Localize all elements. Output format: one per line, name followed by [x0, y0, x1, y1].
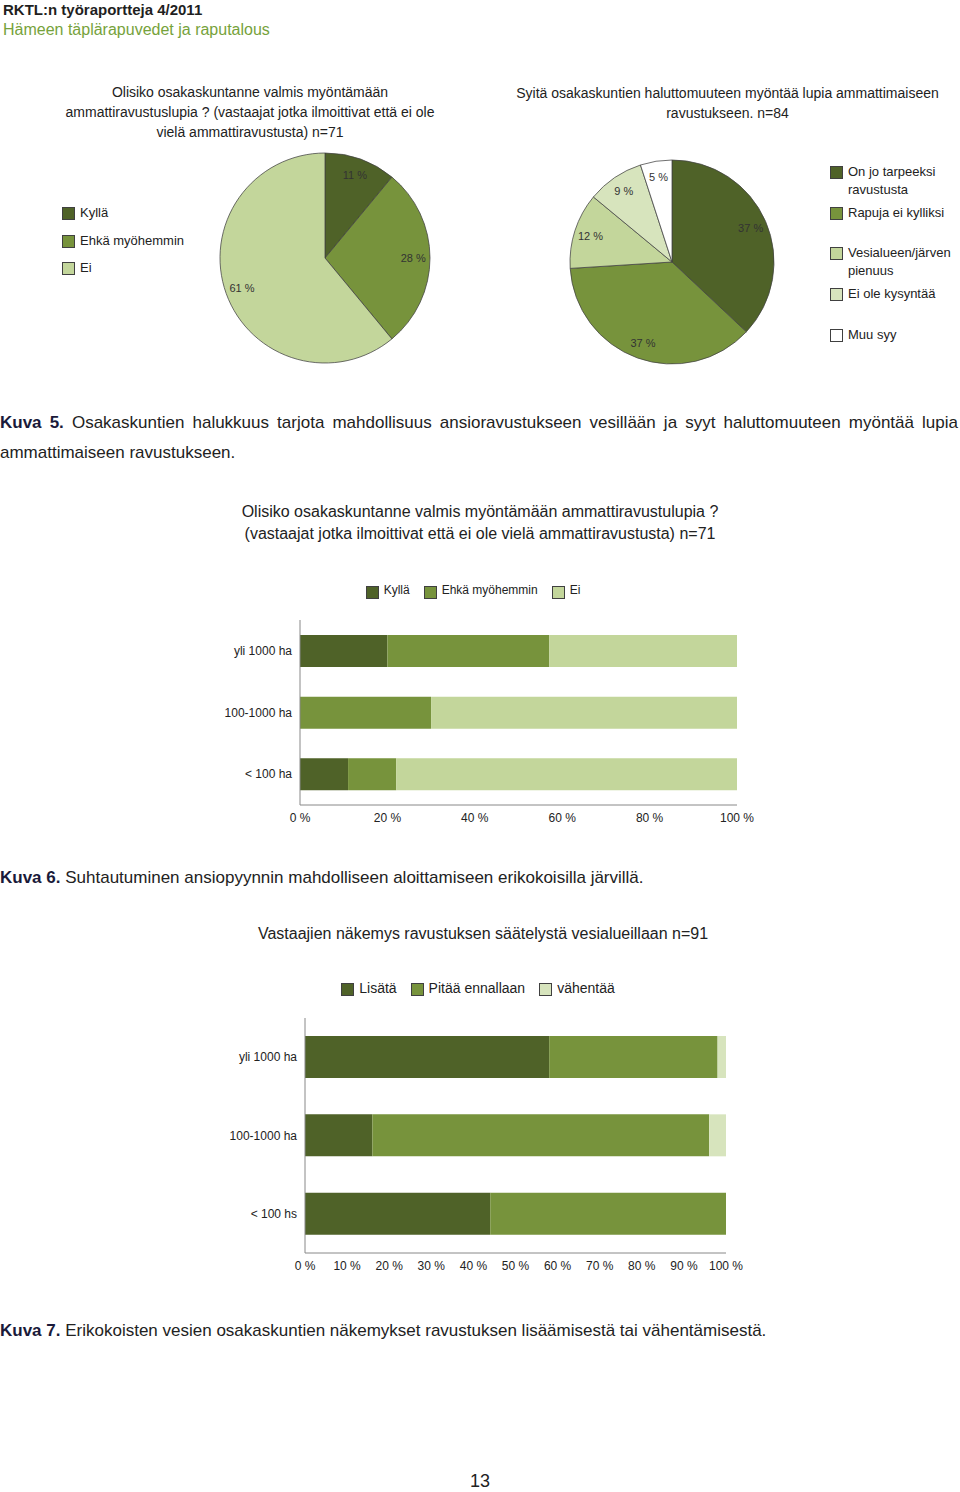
- html-text:Kyllä: Kyllä: [383, 583, 410, 597]
- svg-text:61 %: 61 %: [229, 282, 254, 294]
- svg-text:20 %: 20 %: [376, 1259, 404, 1273]
- svg-text:90 %: 90 %: [670, 1259, 698, 1273]
- html-text:Ei: Ei: [80, 260, 92, 275]
- svg-text:40 %: 40 %: [460, 1259, 488, 1273]
- html-text:Hämeen täplärapuvedet ja raput: Hämeen täplärapuvedet ja raputalous: [3, 21, 270, 38]
- svg-text:< 100 hs: < 100 hs: [251, 1207, 297, 1221]
- svg-text:70 %: 70 %: [586, 1259, 614, 1273]
- html-text:Vesialueen/järven pienuus: Vesialueen/järven pienuus: [848, 245, 951, 278]
- html-text:Osakaskuntien halukkuus tarjot: Osakaskuntien halukkuus tarjota mahdolli…: [0, 413, 958, 462]
- html-text:13: 13: [470, 1471, 490, 1491]
- svg-text:60 %: 60 %: [549, 811, 577, 825]
- svg-text:50 %: 50 %: [502, 1259, 530, 1273]
- svg-text:80 %: 80 %: [628, 1259, 656, 1273]
- svg-text:5 %: 5 %: [649, 171, 668, 183]
- html-text:Kuva 5.: Kuva 5.: [0, 413, 64, 432]
- html-text:Pitää ennallaan: Pitää ennallaan: [428, 980, 526, 996]
- html-text:On jo tarpeeksi ravustusta: On jo tarpeeksi ravustusta: [848, 164, 936, 197]
- html-text:Rapuja ei kylliksi: Rapuja ei kylliksi: [848, 205, 945, 220]
- html-text:RKTL:n työraportteja 4/2011: RKTL:n työraportteja 4/2011: [3, 1, 203, 18]
- svg-text:yli 1000 ha: yli 1000 ha: [234, 644, 292, 658]
- svg-text:0 %: 0 %: [295, 1259, 316, 1273]
- svg-text:40 %: 40 %: [461, 811, 489, 825]
- svg-text:30 %: 30 %: [418, 1259, 446, 1273]
- svg-text:20 %: 20 %: [374, 811, 402, 825]
- svg-text:60 %: 60 %: [544, 1259, 572, 1273]
- html-text:Muu syy: Muu syy: [848, 327, 897, 342]
- svg-text:< 100 ha: < 100 ha: [245, 767, 292, 781]
- svg-text:28 %: 28 %: [401, 252, 426, 264]
- html-text:Ehkä myöhemmin: Ehkä myöhemmin: [80, 233, 184, 248]
- svg-text:37 %: 37 %: [630, 337, 655, 349]
- html-text:Lisätä: Lisätä: [359, 980, 397, 996]
- html-text:Ei: Ei: [569, 583, 581, 597]
- html-text:Olisiko osakaskuntanne valmis: Olisiko osakaskuntanne valmis myöntämään…: [65, 84, 435, 140]
- html-text:Vastaajien näkemys ravustuksen: Vastaajien näkemys ravustuksen säätelyst…: [257, 925, 709, 942]
- svg-text:80 %: 80 %: [636, 811, 664, 825]
- svg-text:37 %: 37 %: [738, 222, 763, 234]
- svg-text:10 %: 10 %: [333, 1259, 361, 1273]
- svg-text:9 %: 9 %: [614, 185, 633, 197]
- html-text:Ehkä myöhemmin: Ehkä myöhemmin: [441, 583, 538, 597]
- html-text:vähentää: vähentää: [557, 980, 615, 996]
- html-text:Kuva 6. Suhtautuminen ansiopyy: Kuva 6. Suhtautuminen ansiopyynnin mahdo…: [0, 868, 644, 887]
- html-text:Kuva 7. Erikokoisten vesien os: Kuva 7. Erikokoisten vesien osakaskuntie…: [0, 1321, 767, 1340]
- svg-text:0 %: 0 %: [290, 811, 311, 825]
- svg-text:100 %: 100 %: [709, 1259, 743, 1273]
- html-text:Olisiko osakaskuntanne valmis: Olisiko osakaskuntanne valmis myöntämään…: [241, 503, 719, 542]
- html-text:Kyllä: Kyllä: [80, 205, 109, 220]
- svg-text:12 %: 12 %: [578, 230, 603, 242]
- svg-text:100-1000 ha: 100-1000 ha: [225, 706, 293, 720]
- svg-text:11 %: 11 %: [343, 169, 367, 181]
- svg-text:yli 1000 ha: yli 1000 ha: [239, 1050, 297, 1064]
- html-text:Ei ole kysyntää: Ei ole kysyntää: [848, 286, 936, 301]
- svg-text:100 %: 100 %: [720, 811, 754, 825]
- html-text:Syitä osakaskuntien haluttomuu: Syitä osakaskuntien haluttomuuteen myönt…: [516, 85, 939, 121]
- svg-text:100-1000 ha: 100-1000 ha: [230, 1129, 298, 1143]
